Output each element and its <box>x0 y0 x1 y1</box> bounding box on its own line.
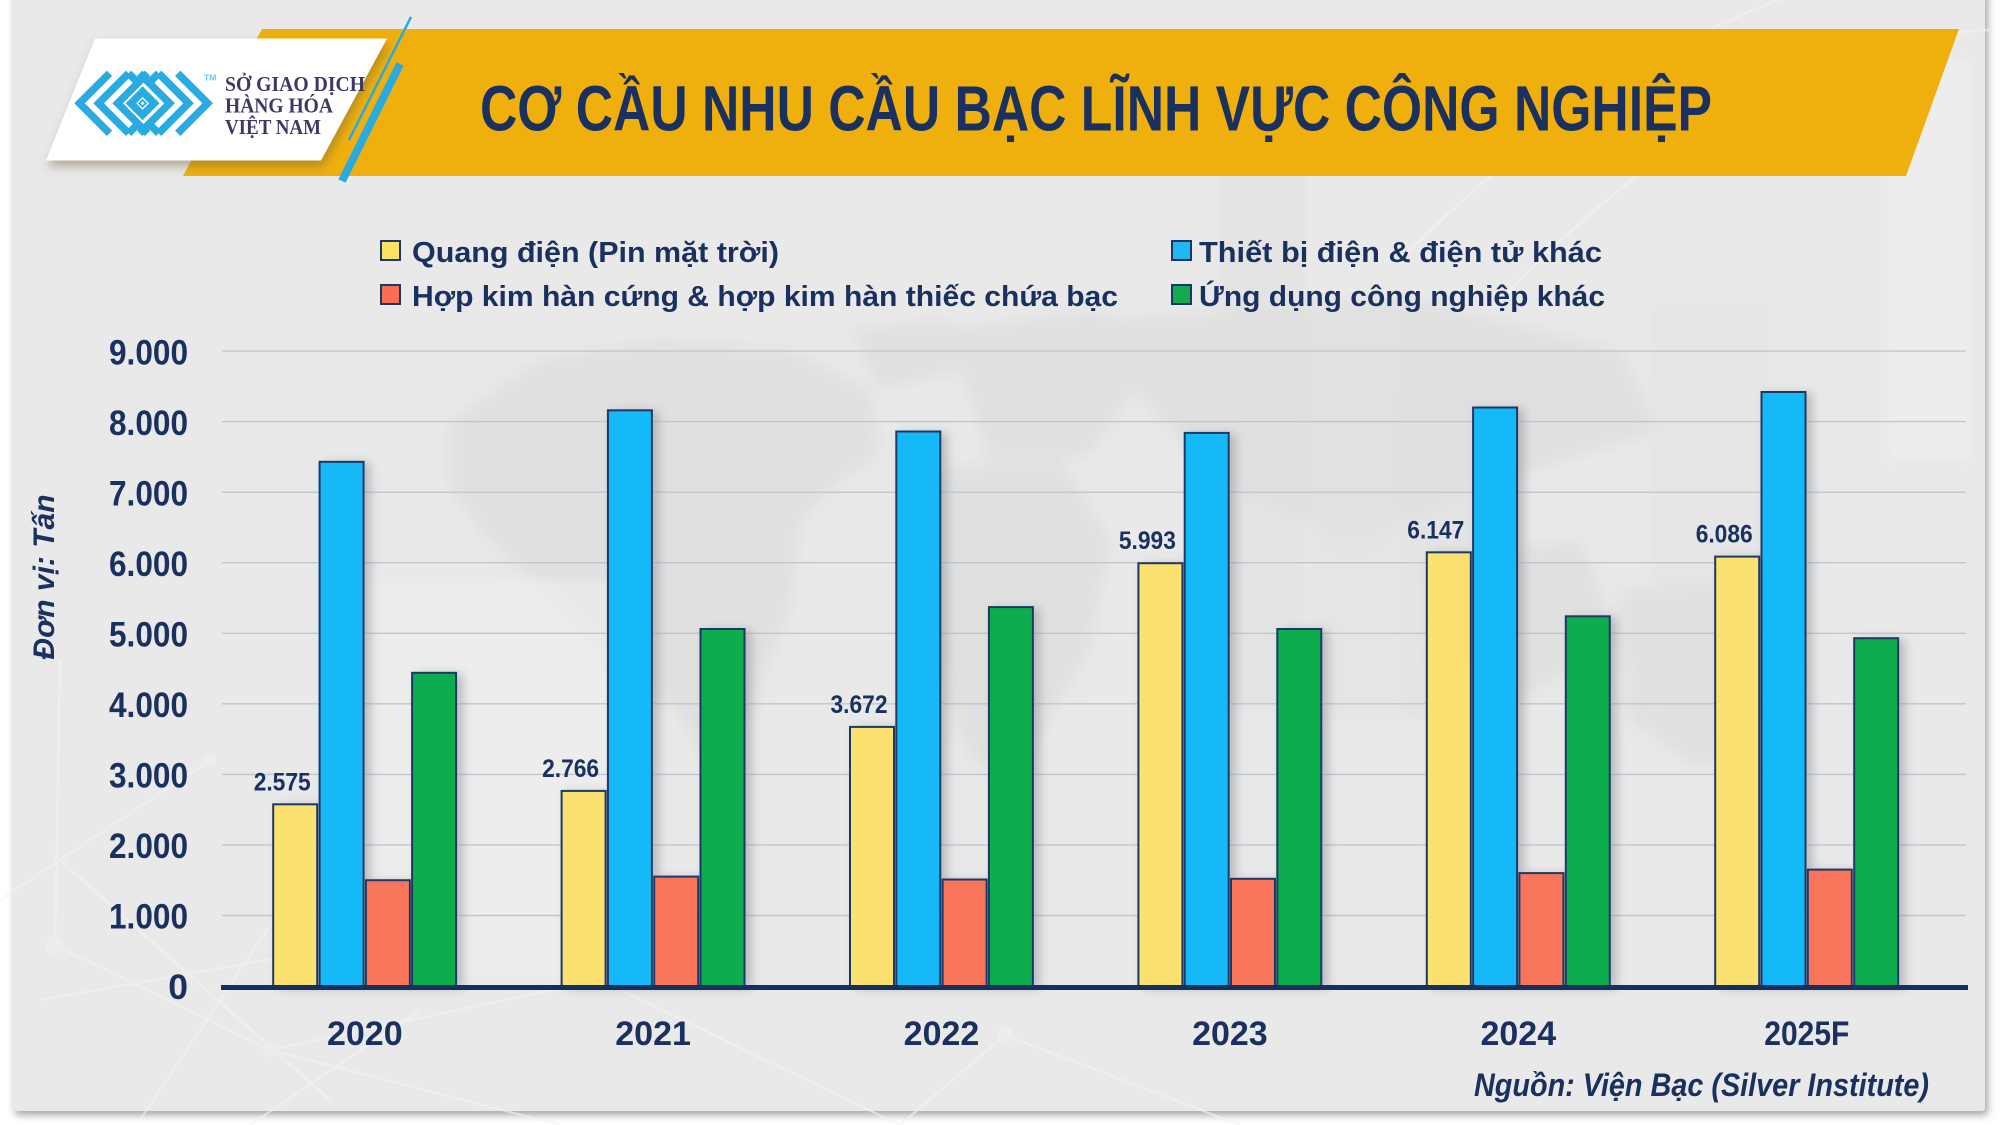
svg-text:Hợp kim hàn cứng & hợp kim hàn: Hợp kim hàn cứng & hợp kim hàn thiếc chứ… <box>412 281 1118 313</box>
svg-text:0: 0 <box>168 967 188 1007</box>
svg-text:Quang điện (Pin mặt trời): Quang điện (Pin mặt trời) <box>412 237 779 269</box>
svg-text:9.000: 9.000 <box>109 332 188 372</box>
svg-text:7.000: 7.000 <box>109 473 188 513</box>
svg-text:6.000: 6.000 <box>109 544 188 584</box>
svg-text:2022: 2022 <box>904 1015 980 1053</box>
svg-text:2025F: 2025F <box>1764 1015 1849 1053</box>
svg-text:1.000: 1.000 <box>109 897 188 937</box>
svg-text:2.766: 2.766 <box>542 755 599 783</box>
svg-text:3.000: 3.000 <box>109 756 188 796</box>
svg-text:2.000: 2.000 <box>109 826 188 866</box>
svg-text:Nguồn: Viện Bạc (Silver Instit: Nguồn: Viện Bạc (Silver Institute) <box>1474 1067 1929 1103</box>
svg-text:6.086: 6.086 <box>1696 521 1753 549</box>
svg-text:3.672: 3.672 <box>831 691 888 719</box>
svg-text:2021: 2021 <box>615 1015 691 1053</box>
svg-text:SỞ GIAO DỊCH: SỞ GIAO DỊCH <box>225 72 365 96</box>
svg-text:2.575: 2.575 <box>254 768 311 796</box>
svg-text:CƠ CẦU NHU CẦU BẠC LĨNH VỰC CÔ: CƠ CẦU NHU CẦU BẠC LĨNH VỰC CÔNG NGHIỆP <box>480 72 1712 145</box>
svg-text:6.147: 6.147 <box>1407 516 1464 544</box>
svg-text:Ứng dụng công nghiệp khác: Ứng dụng công nghiệp khác <box>1199 279 1605 313</box>
svg-text:5.993: 5.993 <box>1119 527 1176 555</box>
svg-text:2023: 2023 <box>1192 1015 1268 1053</box>
svg-text:8.000: 8.000 <box>109 403 188 443</box>
svg-text:Đơn vị: Tấn: Đơn vị: Tấn <box>28 494 61 659</box>
svg-text:VIỆT NAM: VIỆT NAM <box>225 115 321 139</box>
svg-text:5.000: 5.000 <box>109 614 188 654</box>
svg-text:HÀNG HÓA: HÀNG HÓA <box>225 94 334 118</box>
svg-text:2020: 2020 <box>327 1015 403 1053</box>
svg-text:TM: TM <box>204 73 216 83</box>
svg-text:2024: 2024 <box>1480 1015 1556 1053</box>
svg-text:Thiết bị điện & điện tử khác: Thiết bị điện & điện tử khác <box>1199 237 1602 269</box>
svg-text:4.000: 4.000 <box>109 685 188 725</box>
